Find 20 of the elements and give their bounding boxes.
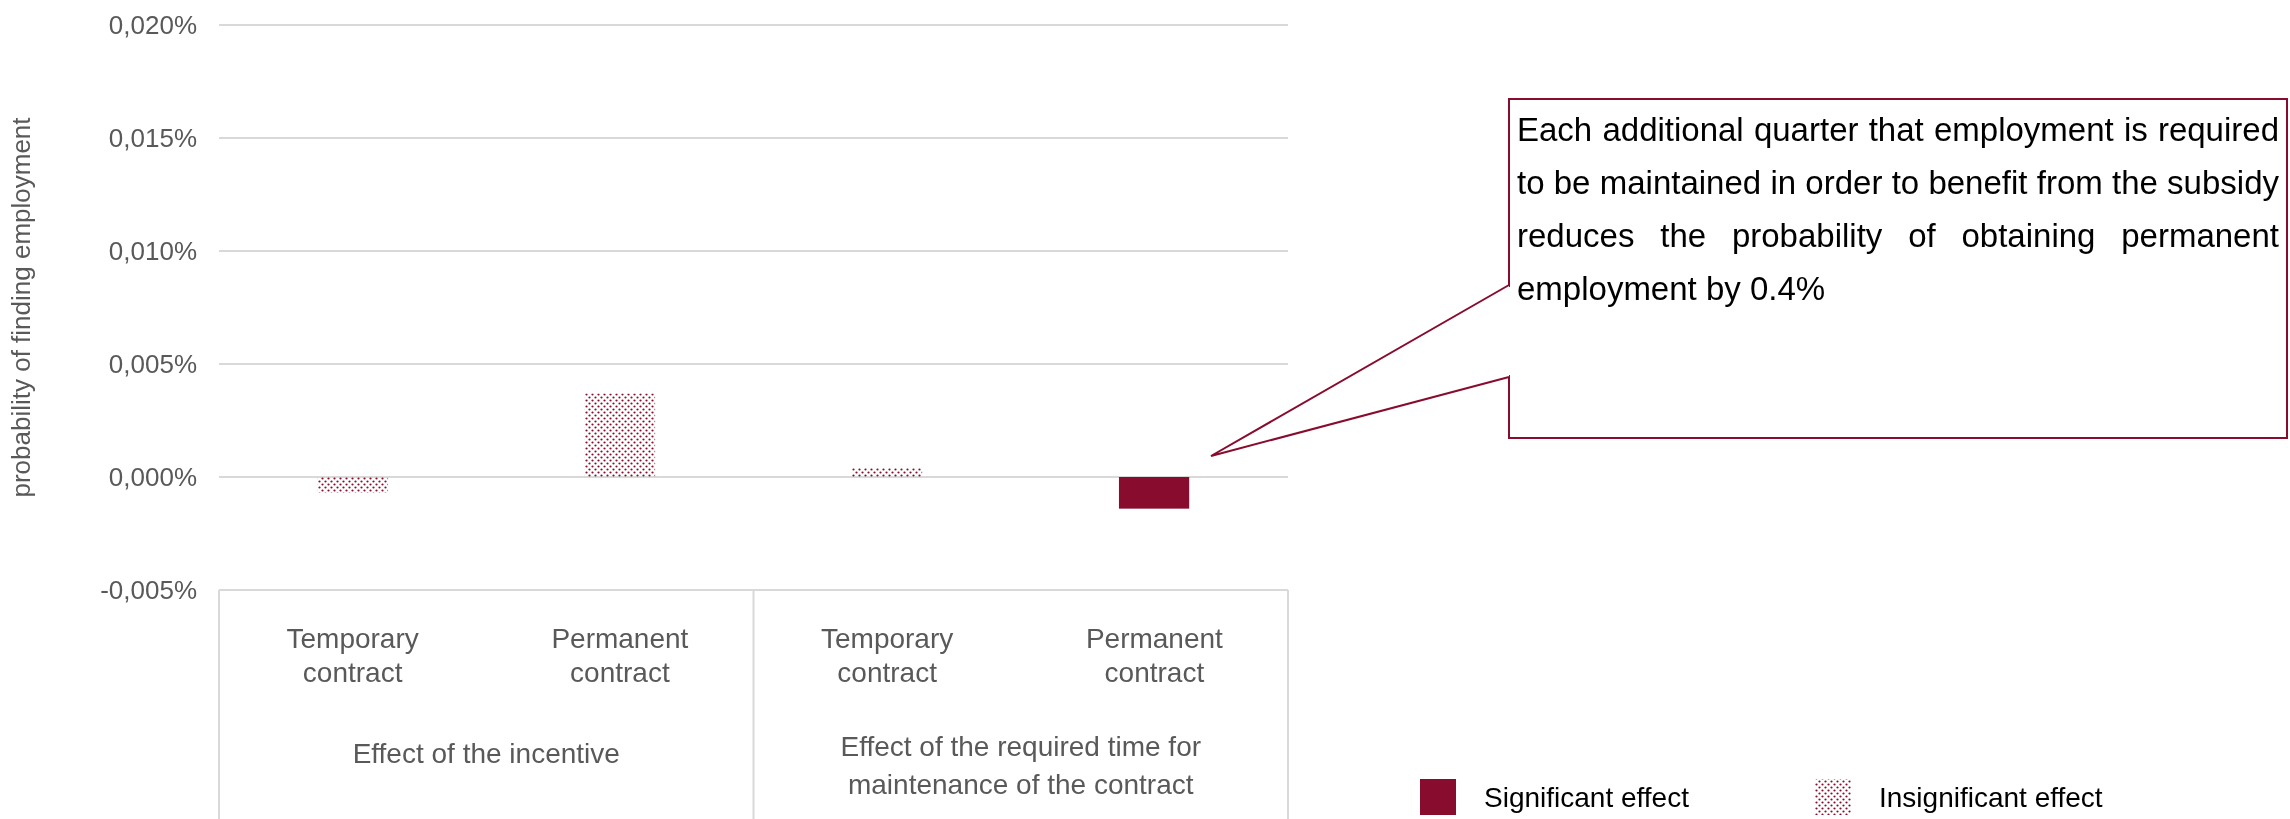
legend-label: Significant effect	[1484, 781, 1690, 813]
text: Effect of the incentive	[351, 737, 621, 771]
y-axis-title: probability of finding employment	[6, 116, 36, 498]
y-tick-label: -0,005%	[100, 575, 197, 606]
bar	[1118, 477, 1190, 509]
x-tick-label: Permanent contract	[551, 623, 689, 688]
y-tick-label: 0,020%	[108, 10, 197, 41]
legend-label: Insignificant effect	[1879, 781, 2103, 813]
y-tick-label: 0,000%	[108, 462, 197, 493]
text: Effect of the required time for maintenance of the contract	[839, 730, 1203, 802]
text: Each additional quarter that employment is required to be maintained in order to benefit from the subsidy reduces the probability of obtaining permanent employment by 0.4%	[1517, 110, 2279, 309]
y-tick-label: 0,005%	[108, 349, 197, 380]
bar	[851, 467, 923, 477]
x-tick-label: Permanent contract	[1085, 623, 1224, 688]
bar	[317, 477, 389, 493]
y-tick-label: 0,010%	[108, 236, 197, 267]
y-tick-label: 0,015%	[108, 123, 197, 154]
x-tick-label: Temporary contract	[286, 623, 419, 688]
x-tick-label: Temporary contract	[820, 623, 954, 688]
bar	[584, 393, 656, 477]
